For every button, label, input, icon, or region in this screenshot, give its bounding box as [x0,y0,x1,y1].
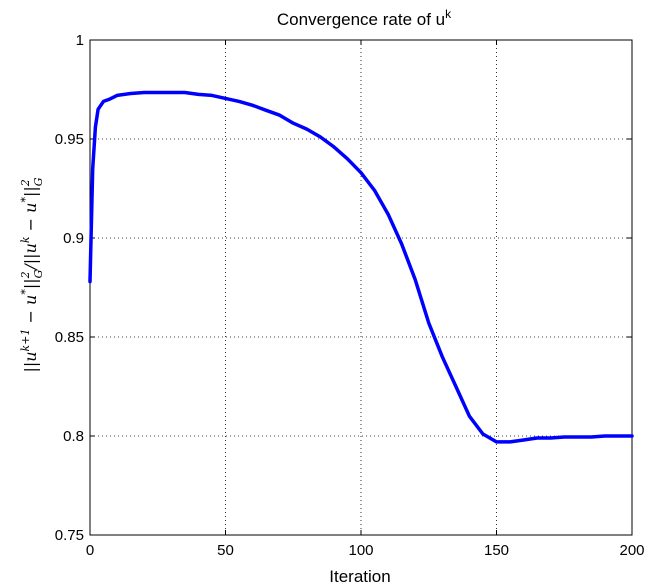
x-tick-label: 50 [217,542,234,559]
series-layer [88,90,634,444]
series-line [88,90,634,444]
y-tick-label: 0.75 [55,527,84,544]
y-axis-label-text: ||uk+1 − u*||2G/||uk − u*||2G [19,177,45,372]
y-tick-label: 0.85 [55,329,84,346]
x-tick-label: 200 [619,542,644,559]
x-tick-label: 100 [348,542,373,559]
x-axis-label: Iteration [329,567,390,585]
x-tick-label: 0 [86,542,94,559]
y-tick-label: 0.95 [55,131,84,148]
grid-lines [90,40,632,535]
axis-ticks: 0 50 100 150 200 0.75 0.8 0.85 0.9 0.95 1 [55,32,645,559]
chart-title-superscript: k [445,7,452,21]
x-tick-label: 150 [484,542,509,559]
y-tick-label: 0.9 [63,230,84,247]
y-axis-label: ||uk+1 − u*||2G/||uk − u*||2G [19,177,45,372]
y-tick-label: 0.8 [63,428,84,445]
chart-title-main: Convergence rate of u [277,10,445,29]
chart-title: Convergence rate of uk [277,7,452,29]
y-tick-label: 1 [76,32,84,49]
